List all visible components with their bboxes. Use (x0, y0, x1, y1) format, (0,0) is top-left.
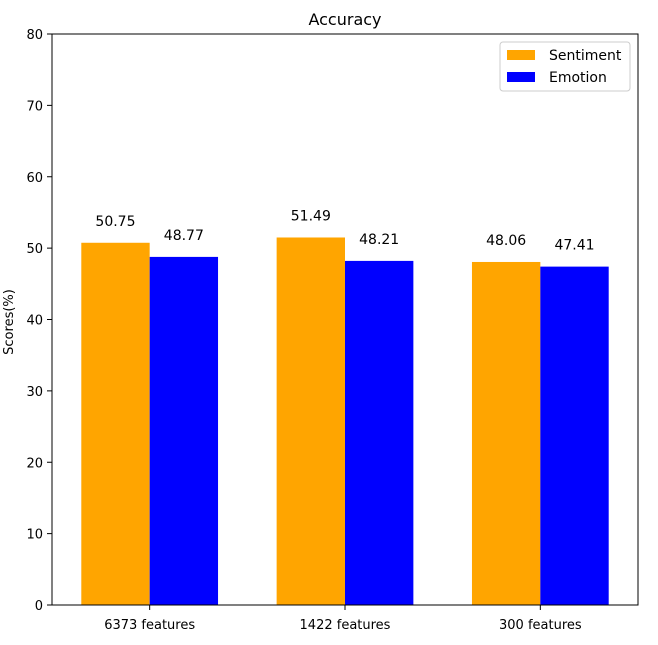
bar-emotion (149, 256, 219, 605)
y-tick-label: 40 (26, 314, 43, 329)
y-tick-label: 70 (26, 99, 43, 114)
bar-sentiment (471, 261, 541, 605)
x-axis: 6373 features 1422 features 300 features (104, 605, 582, 633)
bar-sentiment (276, 237, 345, 606)
bar-emotion (540, 266, 609, 605)
plot-frame (51, 33, 639, 606)
bar-sentiment (81, 242, 150, 605)
y-tick-label: 80 (26, 28, 43, 43)
legend-label-sentiment: Sentiment (549, 48, 622, 64)
data-labels: 50.75 48.77 51.49 48.21 48.06 47.41 (95, 208, 594, 253)
data-label: 48.21 (359, 232, 399, 248)
x-tick-label: 1422 features (300, 618, 391, 633)
legend-swatch-sentiment (507, 50, 535, 60)
y-axis: 0 10 20 30 40 50 60 70 80 (26, 28, 52, 614)
x-tick-label: 6373 features (104, 618, 195, 633)
bars (81, 237, 609, 606)
legend: Sentiment Emotion (499, 41, 631, 92)
y-tick-label: 0 (35, 599, 43, 614)
y-tick-label: 60 (26, 171, 43, 186)
y-tick-label: 50 (26, 242, 43, 257)
data-label: 51.49 (291, 208, 331, 224)
legend-swatch-emotion (507, 72, 535, 82)
data-label: 48.77 (164, 228, 204, 244)
legend-label-emotion: Emotion (549, 70, 607, 86)
data-label: 47.41 (554, 238, 594, 254)
y-axis-label: Scores(%) (2, 289, 17, 355)
chart-title: Accuracy (308, 10, 381, 29)
y-tick-label: 30 (26, 385, 43, 400)
y-tick-label: 20 (26, 456, 43, 471)
bar-emotion (345, 260, 414, 605)
y-tick-label: 10 (26, 528, 43, 543)
data-label: 48.06 (486, 233, 526, 249)
x-tick-label: 300 features (499, 618, 582, 633)
data-label: 50.75 (95, 214, 135, 230)
